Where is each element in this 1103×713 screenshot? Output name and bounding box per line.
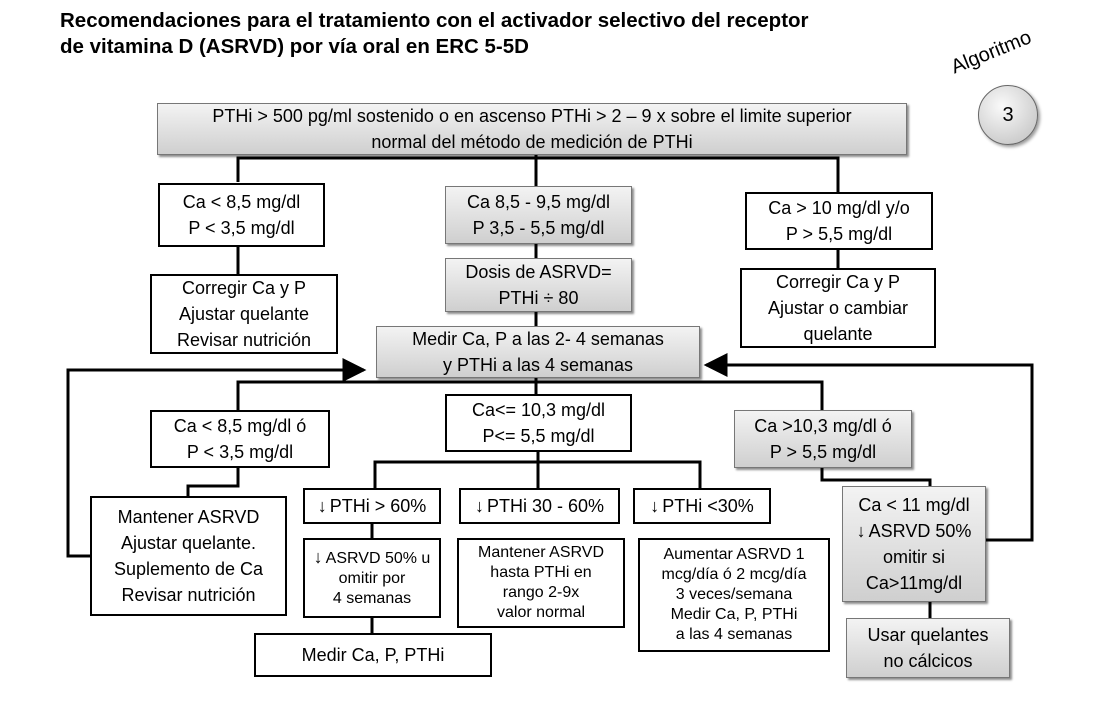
connector-ca-low2-to-mantener bbox=[186, 468, 240, 496]
text-line: omitir si bbox=[883, 547, 945, 567]
text-line: Revisar nutrición bbox=[121, 585, 256, 605]
text-line: Medir Ca, P, PTHi bbox=[670, 606, 798, 623]
text-line: Usar quelantes bbox=[867, 625, 989, 645]
box-mantener-left: Mantener ASRVD Ajustar quelante. Supleme… bbox=[90, 496, 287, 616]
connector-top-branch bbox=[236, 156, 840, 192]
text-line: ASRVD 50% u bbox=[325, 550, 431, 567]
box-ca-low-2: Ca < 8,5 mg/dl ó P < 3,5 mg/dl bbox=[150, 410, 330, 468]
connector-ca-high2-to-ca11 bbox=[820, 468, 932, 486]
algorithm-number: 3 bbox=[1002, 103, 1014, 126]
box-ca-lt-11: Ca < 11 mg/dl ↓ ASRVD 50% omitir si Ca>11… bbox=[842, 486, 986, 602]
connector-medir-branch bbox=[236, 380, 824, 410]
text-line: Ca 8,5 - 9,5 mg/dl bbox=[466, 192, 611, 212]
box-pthi-criteria: PTHi > 500 pg/ml sostenido o en ascenso … bbox=[157, 103, 907, 155]
text-line: P < 3,5 mg/dl bbox=[188, 218, 295, 238]
text-line: normal del método de medición de PTHi bbox=[371, 132, 693, 152]
text-line: Corregir Ca y P bbox=[775, 272, 901, 292]
text-line: Ca > 10 mg/dl y/o bbox=[768, 198, 910, 218]
text-line: Medir Ca, P a las 2- 4 semanas bbox=[412, 329, 664, 349]
feedback-left-loop bbox=[66, 358, 367, 558]
box-medir: Medir Ca, P a las 2- 4 semanas y PTHi a … bbox=[376, 326, 700, 378]
text-line: Ajustar o cambiar bbox=[767, 298, 909, 318]
down-arrow-icon: ↓ bbox=[856, 521, 866, 541]
text-line: Ca<= 10,3 mg/dl bbox=[471, 400, 606, 420]
text-line: Ca>11mg/dl bbox=[865, 573, 963, 593]
text-line: ↓ ASRVD 50% u bbox=[314, 547, 431, 569]
text-line: Corregir Ca y P bbox=[181, 278, 307, 298]
box-corregir-left: Corregir Ca y P Ajustar quelante Revisar… bbox=[150, 274, 338, 354]
text-line: 3 veces/semana bbox=[675, 586, 793, 603]
text-line: P > 5,5 mg/dl bbox=[769, 442, 877, 462]
text-line: Ca < 8,5 mg/dl ó bbox=[173, 416, 307, 436]
box-asrvd-50: ↓ ASRVD 50% u omitir por 4 semanas bbox=[303, 538, 441, 618]
box-aumentar: Aumentar ASRVD 1 mcg/día ó 2 mcg/día 3 v… bbox=[638, 538, 830, 652]
title-line-1: Recomendaciones para el tratamiento con … bbox=[60, 9, 809, 32]
box-ca-ok: Ca<= 10,3 mg/dl P<= 5,5 mg/dl bbox=[445, 394, 632, 452]
text-line: PTHi > 500 pg/ml sostenido o en ascenso … bbox=[212, 106, 852, 126]
box-usar-quelantes: Usar quelantes no cálcicos bbox=[846, 618, 1010, 678]
text-line: Ca >10,3 mg/dl ó bbox=[754, 416, 892, 436]
text-line: Ajustar quelante bbox=[178, 304, 310, 324]
box-pthi-30-60: ↓ PTHi 30 - 60% bbox=[459, 488, 620, 524]
box-ca-mid: Ca 8,5 - 9,5 mg/dl P 3,5 - 5,5 mg/dl bbox=[445, 186, 632, 244]
text-line: Ca < 8,5 mg/dl bbox=[182, 192, 301, 212]
text-line: Mantener ASRVD bbox=[478, 544, 604, 561]
down-arrow-icon: ↓ bbox=[317, 496, 327, 516]
text-line: Ca < 11 mg/dl bbox=[858, 495, 970, 515]
text-line: Revisar nutrición bbox=[176, 330, 312, 350]
text-line: Mantener ASRVD bbox=[117, 507, 260, 527]
text-line: quelante bbox=[803, 324, 873, 344]
box-pthi-lt-30: ↓ PTHi <30% bbox=[633, 488, 771, 524]
text-line: P 3,5 - 5,5 mg/dl bbox=[472, 218, 605, 238]
text-line: valor normal bbox=[496, 604, 586, 621]
text-line: Suplemento de Ca bbox=[113, 559, 264, 579]
text-line: PTHi > 60% bbox=[329, 496, 427, 516]
text-line: PTHi 30 - 60% bbox=[486, 496, 605, 516]
box-corregir-right: Corregir Ca y P Ajustar o cambiar quelan… bbox=[740, 268, 936, 348]
text-line: rango 2-9x bbox=[502, 584, 580, 601]
box-ca-high-2: Ca >10,3 mg/dl ó P > 5,5 mg/dl bbox=[734, 410, 912, 468]
text-line: P < 3,5 mg/dl bbox=[186, 442, 294, 462]
text-line: Ajustar quelante. bbox=[120, 533, 257, 553]
page-title: Recomendaciones para el tratamiento con … bbox=[60, 8, 960, 60]
feedback-right-loop bbox=[703, 353, 1034, 542]
text-line: no cálcicos bbox=[883, 651, 973, 671]
title-line-2: de vitamina D (ASRVD) por vía oral en ER… bbox=[60, 35, 529, 58]
text-line: PTHi <30% bbox=[662, 496, 754, 516]
text-line: Dosis de ASRVD= bbox=[465, 262, 612, 282]
text-line: a las 4 semanas bbox=[675, 626, 793, 643]
text-line: Aumentar ASRVD 1 bbox=[663, 546, 805, 563]
text-line: P > 5,5 mg/dl bbox=[785, 224, 893, 244]
text-line: PTHi ÷ 80 bbox=[498, 288, 579, 308]
box-pthi-gt-60: ↓ PTHi > 60% bbox=[303, 488, 441, 524]
down-arrow-icon: ↓ bbox=[313, 547, 323, 567]
text-line: mcg/día ó 2 mcg/día bbox=[661, 566, 807, 583]
text-line: hasta PTHi en bbox=[490, 564, 592, 581]
text-line: y PTHi a las 4 semanas bbox=[442, 355, 634, 375]
algorithm-number-badge: 3 bbox=[978, 85, 1038, 145]
box-medir-final: Medir Ca, P, PTHi bbox=[254, 633, 492, 677]
text-line: ASRVD 50% bbox=[868, 521, 972, 541]
text-line: P<= 5,5 mg/dl bbox=[482, 426, 595, 446]
text-line: 4 semanas bbox=[332, 590, 412, 607]
box-mantener-hasta: Mantener ASRVD hasta PTHi en rango 2-9x … bbox=[457, 538, 625, 628]
text-line: Medir Ca, P, PTHi bbox=[301, 645, 445, 665]
text-line: ↓ ASRVD 50% bbox=[857, 518, 972, 544]
box-ca-high: Ca > 10 mg/dl y/o P > 5,5 mg/dl bbox=[745, 192, 933, 250]
box-ca-low: Ca < 8,5 mg/dl P < 3,5 mg/dl bbox=[158, 183, 325, 247]
down-arrow-icon: ↓ bbox=[474, 496, 484, 516]
down-arrow-icon: ↓ bbox=[650, 496, 660, 516]
text-line: omitir por bbox=[338, 570, 406, 587]
box-dosis: Dosis de ASRVD= PTHi ÷ 80 bbox=[445, 258, 632, 312]
